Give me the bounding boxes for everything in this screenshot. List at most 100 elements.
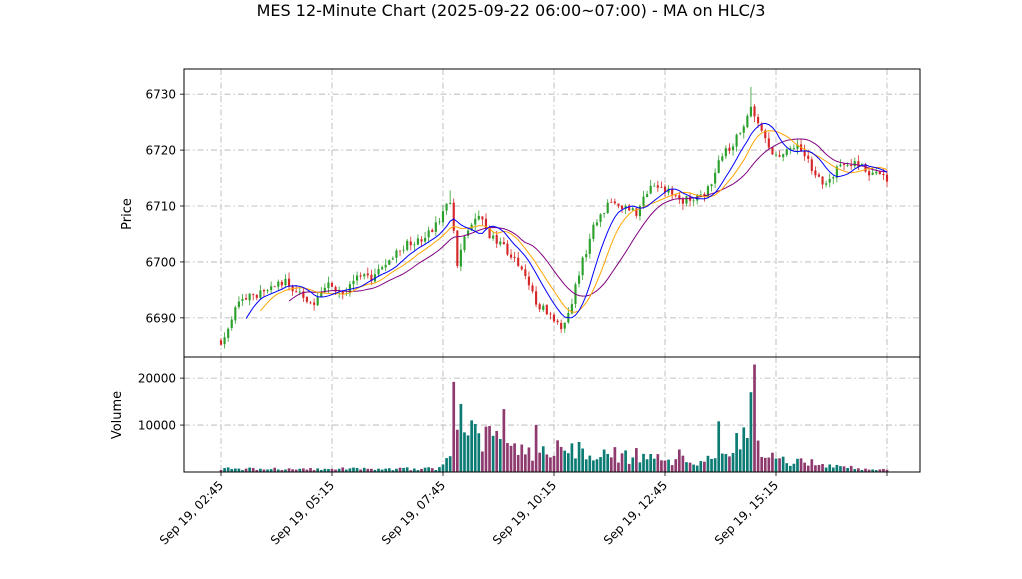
volume-bar [753, 364, 756, 472]
volume-bar [409, 470, 413, 472]
volume-bar [438, 467, 441, 472]
candle-body [613, 201, 616, 204]
candle-body [792, 148, 795, 149]
candle-body [506, 243, 509, 255]
volume-bar [266, 469, 269, 472]
volume-panel [184, 357, 920, 472]
volume-bar [713, 458, 717, 472]
candle-body [699, 194, 702, 196]
grid-lines [184, 69, 920, 472]
candle-body [681, 198, 684, 204]
candle-body [334, 286, 337, 292]
volume-bar [642, 453, 645, 472]
candle-body [868, 171, 871, 176]
volume-bar [488, 426, 491, 472]
volume-bar [398, 467, 402, 472]
candle-body [481, 216, 484, 220]
volume-bar [878, 469, 882, 472]
volume-bar [785, 463, 789, 472]
candle-body [305, 297, 309, 302]
volume-bar [477, 433, 481, 472]
candle-body [234, 307, 237, 321]
volume-bar [305, 469, 309, 472]
candle-body [846, 164, 849, 166]
volume-bar [491, 435, 495, 472]
candle-body [244, 298, 248, 300]
candle-body [499, 241, 502, 245]
candle-body [685, 196, 688, 204]
candle-body [531, 285, 534, 292]
volume-bar [706, 455, 710, 472]
candle-body [320, 292, 323, 297]
volume-bar [588, 455, 592, 472]
candle-body [678, 195, 681, 200]
candle-body [456, 230, 459, 266]
volume-bar [617, 462, 620, 472]
volume-bar [738, 449, 742, 472]
volume-bar [251, 467, 255, 472]
candle-body [284, 278, 287, 286]
candle-body [219, 340, 223, 345]
candle-body [520, 266, 523, 270]
candle-body [502, 242, 505, 245]
volume-bar [420, 468, 423, 472]
volume-bar [566, 453, 570, 472]
volume-bar [534, 425, 538, 472]
candle-body [663, 186, 667, 193]
ma-line-mid [260, 130, 888, 313]
volume-bar [724, 453, 728, 472]
volume-y-tick-label: 20000 [138, 372, 176, 386]
candle-body [857, 161, 860, 167]
x-tick-label: Sep 19, 05:15 [268, 478, 337, 547]
volume-bar [316, 468, 320, 472]
candle-body [395, 250, 398, 258]
candle-body [624, 205, 627, 209]
volume-bar [413, 468, 416, 472]
candle-body [270, 286, 273, 291]
candle-body [549, 313, 552, 315]
volume-bar [481, 451, 484, 472]
candle-body [445, 203, 448, 211]
volume-bar [545, 454, 549, 472]
price-y-tick-label: 6690 [145, 311, 176, 325]
candle-body [552, 314, 556, 322]
candle-body [416, 238, 420, 245]
candle-body [746, 115, 749, 128]
candle-body [585, 254, 588, 258]
candle-body [252, 294, 255, 295]
candle-body [327, 282, 330, 289]
ma-line-fast [245, 122, 888, 319]
candle-body [817, 174, 821, 177]
candle-body [570, 304, 573, 314]
candle-body [359, 275, 362, 277]
price-y-tick-label: 6700 [145, 255, 176, 269]
candle-body [384, 264, 387, 268]
candle-body [703, 194, 706, 197]
candle-body [295, 291, 298, 293]
candle-body [556, 320, 559, 323]
candle-body [599, 214, 602, 222]
volume-bar [728, 456, 731, 472]
candle-body [628, 205, 631, 211]
candles [219, 86, 889, 349]
candle-body [560, 322, 563, 330]
candle-body [402, 249, 405, 251]
candle-body [266, 290, 269, 292]
volume-bar [559, 446, 563, 472]
volume-bar [581, 448, 584, 472]
volume-bar [309, 468, 312, 472]
volume-bar [241, 470, 244, 472]
candle-body [842, 163, 846, 165]
volume-bar [609, 457, 613, 472]
candle-body [825, 183, 828, 185]
price-y-tick-label: 6720 [145, 144, 176, 158]
volume-bar [699, 461, 703, 472]
candle-body [237, 301, 240, 308]
volume-bar [269, 469, 273, 472]
volume-bar [219, 469, 223, 472]
candle-body [606, 202, 609, 214]
candle-body [277, 281, 280, 287]
volume-bar [885, 469, 889, 472]
volume-bar [760, 457, 764, 472]
